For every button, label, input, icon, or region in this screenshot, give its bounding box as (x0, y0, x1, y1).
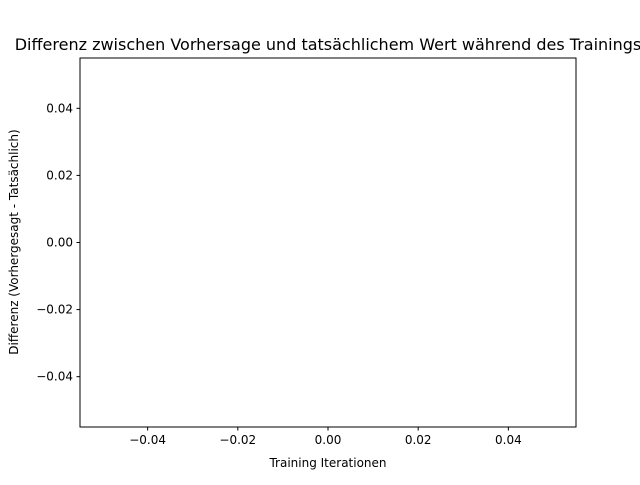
y-axis-label: Differenz (Vorhergesagt - Tatsächlich) (7, 129, 21, 354)
chart-title: Differenz zwischen Vorhersage und tatsäc… (15, 35, 640, 54)
y-tick-label: −0.04 (36, 370, 73, 384)
x-tick-label: −0.02 (219, 433, 256, 447)
x-tick-label: 0.04 (495, 433, 522, 447)
y-tick-label: 0.04 (46, 101, 73, 115)
x-tick-label: 0.02 (405, 433, 432, 447)
x-tick-label: −0.04 (129, 433, 166, 447)
plot-area (79, 57, 577, 428)
y-tick-label: 0.00 (46, 236, 73, 250)
x-axis-ticks: −0.04 −0.02 0.00 0.02 0.04 (129, 427, 522, 447)
y-tick-label: −0.02 (36, 303, 73, 317)
x-axis-label: Training Iterationen (268, 456, 386, 470)
y-axis-ticks: −0.04 −0.02 0.00 0.02 0.04 (36, 101, 80, 384)
x-tick-label: 0.00 (315, 433, 342, 447)
y-tick-label: 0.02 (46, 168, 73, 182)
axes-frame (79, 57, 577, 428)
